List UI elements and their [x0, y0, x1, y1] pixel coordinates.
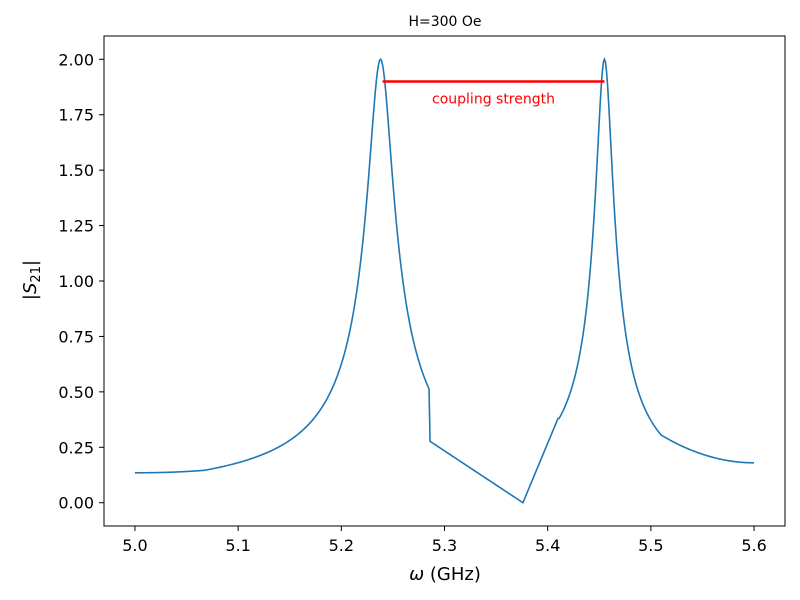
y-tick-label: 0.25 [58, 438, 94, 457]
x-tick-label: 5.6 [741, 536, 766, 555]
x-axis-label: ω (GHz) [409, 564, 481, 585]
x-tick-label: 5.1 [225, 536, 250, 555]
y-tick-label: 0.50 [58, 383, 94, 402]
y-tick-label: 1.50 [58, 161, 94, 180]
y-axis-label-end: | [20, 260, 41, 266]
coupling-strength-label: coupling strength [432, 91, 555, 107]
x-tick-label: 5.3 [432, 536, 457, 555]
x-axis-label-unit: (GHz) [424, 564, 481, 585]
y-tick-label: 1.75 [58, 106, 94, 125]
plot-area: 5.0 5.1 5.2 5.3 5.4 5.5 5.6 0.00 0.25 0.50 0.75 1.0… [58, 35, 786, 555]
series-line [134, 56, 755, 504]
y-tick-label: 0.00 [58, 494, 94, 513]
y-axis-label-base: |S [20, 283, 41, 301]
y-tick-label: 0.75 [58, 327, 94, 346]
x-tick-label: 5.2 [329, 536, 354, 555]
x-axis-label-symbol: ω [409, 564, 424, 585]
y-tick-label: 1.00 [58, 272, 94, 291]
y-tick-label: 2.00 [58, 50, 94, 69]
x-tick-label: 5.4 [535, 536, 560, 555]
chart-title: H=300 Oe [408, 14, 481, 30]
x-tick-label: 5.5 [638, 536, 663, 555]
x-tick-label: 5.0 [122, 536, 147, 555]
y-tick-label: 1.25 [58, 217, 94, 236]
y-axis-label: |S21| [20, 260, 44, 300]
y-axis-label-sub: 21 [29, 266, 44, 283]
